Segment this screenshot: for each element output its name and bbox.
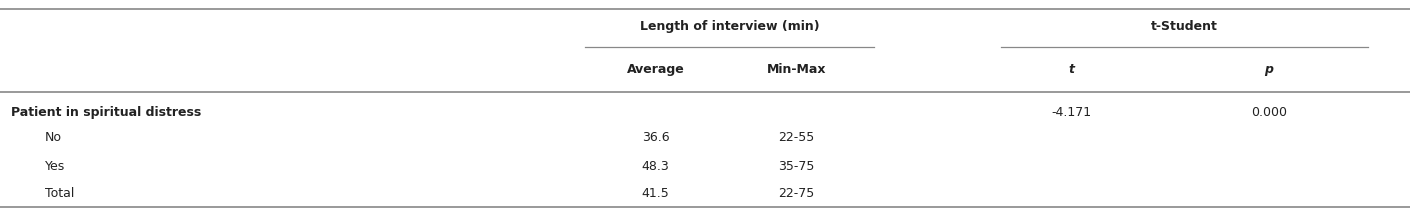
Text: p: p — [1265, 63, 1273, 76]
Text: 48.3: 48.3 — [642, 160, 670, 173]
Text: 22-75: 22-75 — [778, 187, 815, 200]
Text: Yes: Yes — [45, 160, 65, 173]
Text: 22-55: 22-55 — [778, 131, 815, 144]
Text: Min-Max: Min-Max — [767, 63, 826, 76]
Text: Average: Average — [627, 63, 684, 76]
Text: 36.6: 36.6 — [642, 131, 670, 144]
Text: No: No — [45, 131, 62, 144]
Text: t-Student: t-Student — [1151, 20, 1218, 33]
Text: 0.000: 0.000 — [1251, 106, 1287, 119]
Text: Patient in spiritual distress: Patient in spiritual distress — [11, 106, 202, 119]
Text: 35-75: 35-75 — [778, 160, 815, 173]
Text: 41.5: 41.5 — [642, 187, 670, 200]
Text: Length of interview (min): Length of interview (min) — [640, 20, 819, 33]
Text: Total: Total — [45, 187, 75, 200]
Text: t: t — [1069, 63, 1074, 76]
Text: -4.171: -4.171 — [1052, 106, 1091, 119]
